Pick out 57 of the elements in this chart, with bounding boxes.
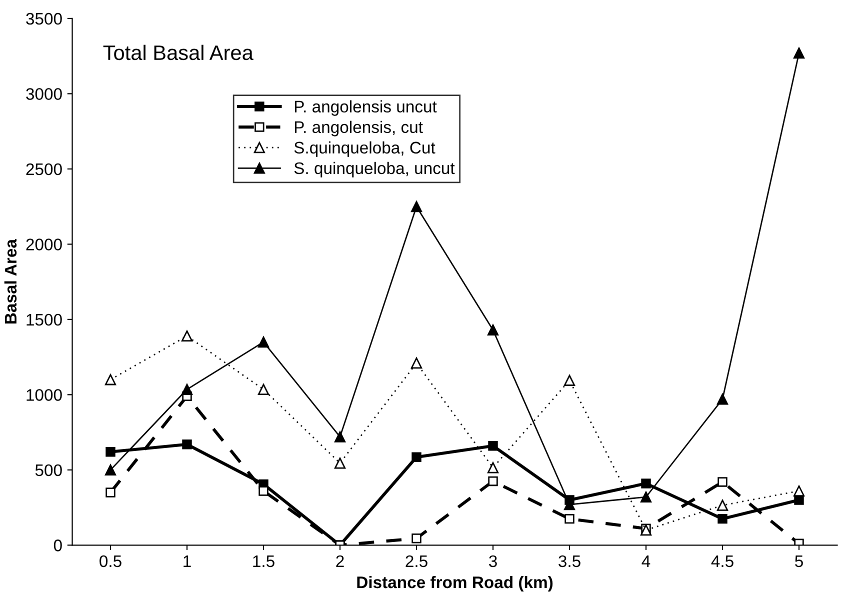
y-axis-title: Basal Area bbox=[4, 238, 17, 324]
y-tick-label: 2500 bbox=[26, 163, 62, 176]
point bbox=[793, 485, 805, 497]
point bbox=[334, 458, 346, 469]
x-tick-label: 4.5 bbox=[711, 555, 734, 568]
x-tick-label: 5 bbox=[795, 555, 803, 568]
point bbox=[718, 477, 728, 487]
point bbox=[487, 462, 499, 474]
point bbox=[258, 384, 270, 395]
x-axis-title: Distance from Road (km) bbox=[357, 576, 553, 592]
point bbox=[412, 534, 422, 544]
point bbox=[793, 48, 805, 59]
y-tick-label: 0 bbox=[54, 540, 62, 552]
y-tick-label: 1000 bbox=[26, 389, 62, 401]
x-tick-label: 1 bbox=[184, 555, 191, 567]
y-tick-label: 2000 bbox=[26, 238, 62, 250]
y-tick-label: 500 bbox=[35, 464, 62, 476]
point bbox=[716, 394, 728, 405]
point bbox=[106, 447, 116, 457]
x-tick-label: 3 bbox=[489, 555, 497, 568]
point bbox=[104, 464, 116, 476]
x-tick-label: 0.5 bbox=[100, 555, 122, 568]
point bbox=[258, 486, 268, 496]
point bbox=[181, 384, 193, 395]
point bbox=[564, 374, 576, 386]
point bbox=[488, 476, 498, 486]
point bbox=[334, 431, 346, 442]
point bbox=[718, 514, 728, 524]
x-tick-label: 4 bbox=[642, 555, 650, 567]
point bbox=[794, 495, 804, 505]
x-tick-label: 1.5 bbox=[253, 555, 274, 568]
point bbox=[641, 478, 651, 488]
point bbox=[487, 324, 499, 336]
x-tick-label: 2 bbox=[336, 555, 344, 567]
point bbox=[640, 491, 652, 503]
y-tick-label: 3500 bbox=[26, 12, 62, 25]
legend-label: S. quinqueloba, uncut bbox=[294, 162, 455, 178]
point bbox=[564, 514, 574, 524]
point bbox=[410, 201, 422, 212]
point bbox=[410, 358, 422, 369]
y-tick-label: 1500 bbox=[26, 314, 62, 326]
point bbox=[640, 524, 652, 536]
point bbox=[258, 336, 270, 348]
legend-label: S.quinqueloba, Cut bbox=[294, 141, 436, 157]
legend-label: P. angolensis uncut bbox=[294, 100, 437, 116]
x-tick-label: 2.5 bbox=[406, 555, 428, 568]
point bbox=[104, 374, 116, 386]
point bbox=[716, 500, 728, 511]
x-tick-label: 3.5 bbox=[558, 555, 580, 568]
point bbox=[412, 452, 422, 462]
point bbox=[182, 439, 192, 450]
legend-label: P. angolensis, cut bbox=[294, 120, 423, 136]
point bbox=[488, 440, 498, 451]
point bbox=[181, 330, 193, 342]
y-tick-label: 3000 bbox=[26, 88, 62, 100]
point bbox=[106, 488, 116, 498]
text: Total Basal Area bbox=[103, 44, 254, 60]
